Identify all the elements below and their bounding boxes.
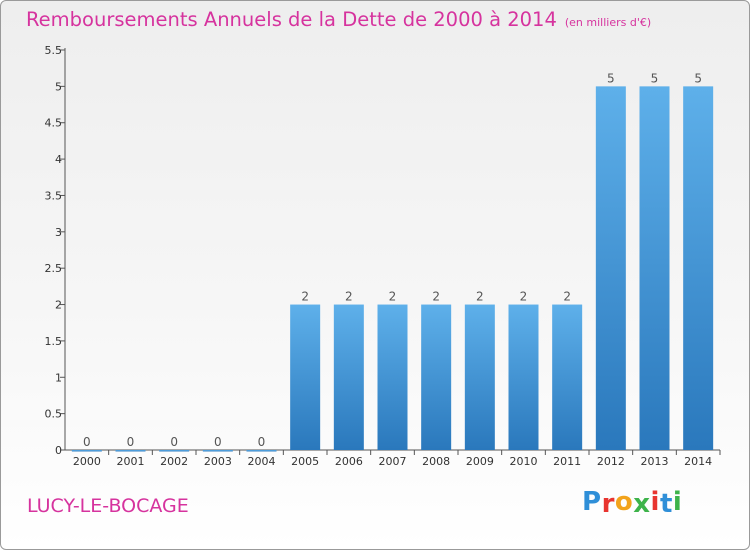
x-tick-label: 2007 xyxy=(379,455,407,468)
y-tick-label: 1.5 xyxy=(45,335,63,348)
bar xyxy=(552,304,583,450)
y-tick-label: 4 xyxy=(55,153,62,166)
bar xyxy=(464,304,495,450)
x-tick-label: 2006 xyxy=(335,455,363,468)
bar xyxy=(639,86,670,450)
bar xyxy=(683,86,714,450)
data-label: 0 xyxy=(258,435,266,449)
bar xyxy=(71,450,102,452)
x-tick-label: 2014 xyxy=(684,455,712,468)
data-label: 2 xyxy=(389,290,397,304)
y-tick-label: 3 xyxy=(55,226,62,239)
y-tick-label: 0.5 xyxy=(45,408,63,421)
bar xyxy=(377,304,408,450)
x-tick-label: 2011 xyxy=(553,455,581,468)
bar xyxy=(508,304,539,450)
y-tick-label: 0 xyxy=(55,444,62,457)
y-tick-label: 1 xyxy=(55,371,62,384)
data-label: 5 xyxy=(694,71,702,85)
data-label: 0 xyxy=(83,435,91,449)
proxiti-logo[interactable]: Proxiti xyxy=(582,487,683,519)
data-label: 2 xyxy=(345,290,353,304)
x-tick-label: 2008 xyxy=(422,455,450,468)
y-tick-label: 5 xyxy=(55,80,62,93)
data-label: 2 xyxy=(563,290,571,304)
x-tick-label: 2010 xyxy=(510,455,538,468)
bar xyxy=(333,304,364,450)
data-label: 2 xyxy=(520,290,528,304)
y-tick-label: 3.5 xyxy=(45,189,63,202)
bar xyxy=(115,450,146,452)
data-label: 2 xyxy=(476,290,484,304)
x-tick-label: 2001 xyxy=(117,455,145,468)
bar xyxy=(595,86,626,450)
commune-name: LUCY-LE-BOCAGE xyxy=(27,495,189,517)
x-tick-label: 2009 xyxy=(466,455,494,468)
data-label: 5 xyxy=(651,71,659,85)
y-tick-label: 2.5 xyxy=(45,262,63,275)
x-tick-label: 2002 xyxy=(160,455,188,468)
chart-title: Remboursements Annuels de la Dette de 20… xyxy=(26,8,652,31)
bar xyxy=(246,450,277,452)
x-tick-label: 2004 xyxy=(248,455,276,468)
bar xyxy=(202,450,233,452)
unit-label: (en milliers d'€) xyxy=(564,16,652,29)
y-tick-label: 2 xyxy=(55,299,62,312)
x-tick-label: 2003 xyxy=(204,455,232,468)
data-label: 0 xyxy=(214,435,222,449)
data-label: 0 xyxy=(170,435,178,449)
y-tick-label: 5.5 xyxy=(45,44,63,57)
x-tick-label: 2000 xyxy=(73,455,101,468)
x-tick-label: 2013 xyxy=(641,455,669,468)
x-tick-label: 2005 xyxy=(291,455,319,468)
bar xyxy=(421,304,452,450)
bar xyxy=(290,304,321,450)
y-tick-label: 4.5 xyxy=(45,117,63,130)
data-label: 2 xyxy=(432,290,440,304)
data-label: 2 xyxy=(301,290,309,304)
data-label: 0 xyxy=(127,435,135,449)
bar xyxy=(159,450,190,452)
x-tick-label: 2012 xyxy=(597,455,625,468)
data-label: 5 xyxy=(607,71,615,85)
